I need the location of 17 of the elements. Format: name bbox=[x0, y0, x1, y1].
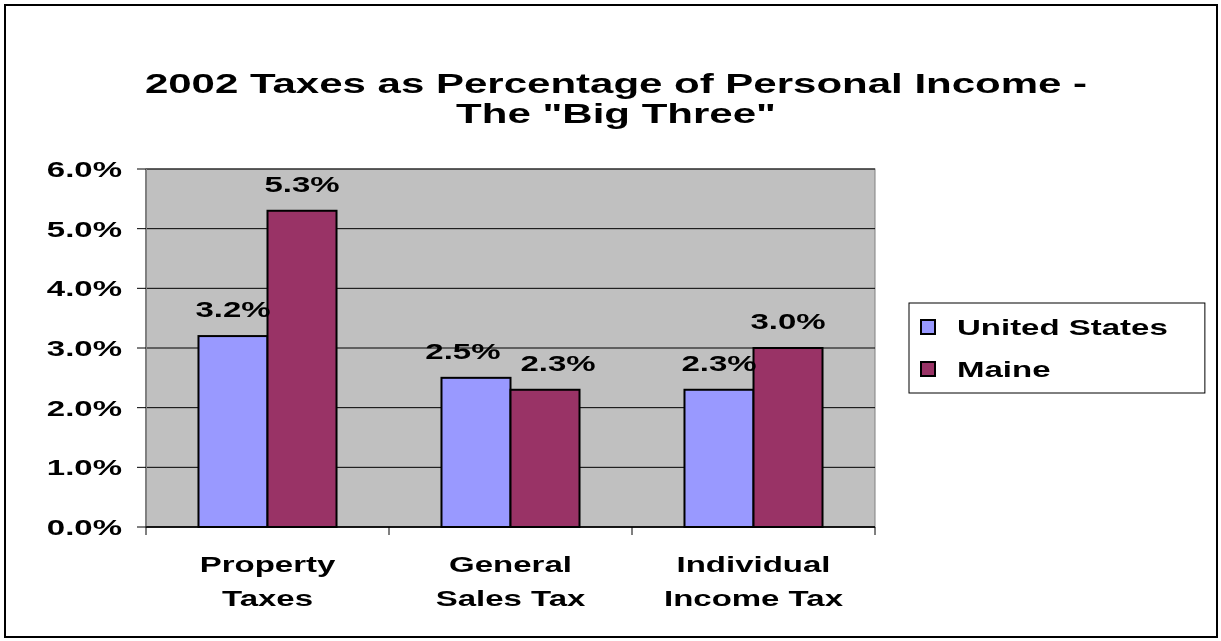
x-tick-label: Property Taxes bbox=[199, 552, 336, 611]
data-label: 5.3% bbox=[264, 172, 340, 197]
x-tick-label: Individual Income Tax bbox=[663, 552, 844, 611]
chart-title: 2002 Taxes as Percentage of Personal Income - The "Big Three" bbox=[144, 67, 1088, 130]
legend-label: United States bbox=[957, 315, 1168, 340]
x-tick-label: General Sales Tax bbox=[435, 552, 586, 611]
y-tick-label: 4.0% bbox=[46, 276, 123, 302]
legend-label: Maine bbox=[957, 357, 1051, 382]
y-tick-label: 0.0% bbox=[46, 515, 123, 540]
y-tick-label: 3.0% bbox=[46, 336, 123, 361]
y-tick-label: 6.0% bbox=[46, 157, 123, 182]
y-tick-label: 5.0% bbox=[46, 217, 123, 242]
data-label: 2.3% bbox=[520, 351, 596, 376]
y-tick-label: 1.0% bbox=[46, 455, 123, 481]
data-label: 2.5% bbox=[425, 339, 501, 364]
data-label: 3.0% bbox=[750, 309, 826, 334]
y-tick-label: 2.0% bbox=[46, 396, 123, 421]
